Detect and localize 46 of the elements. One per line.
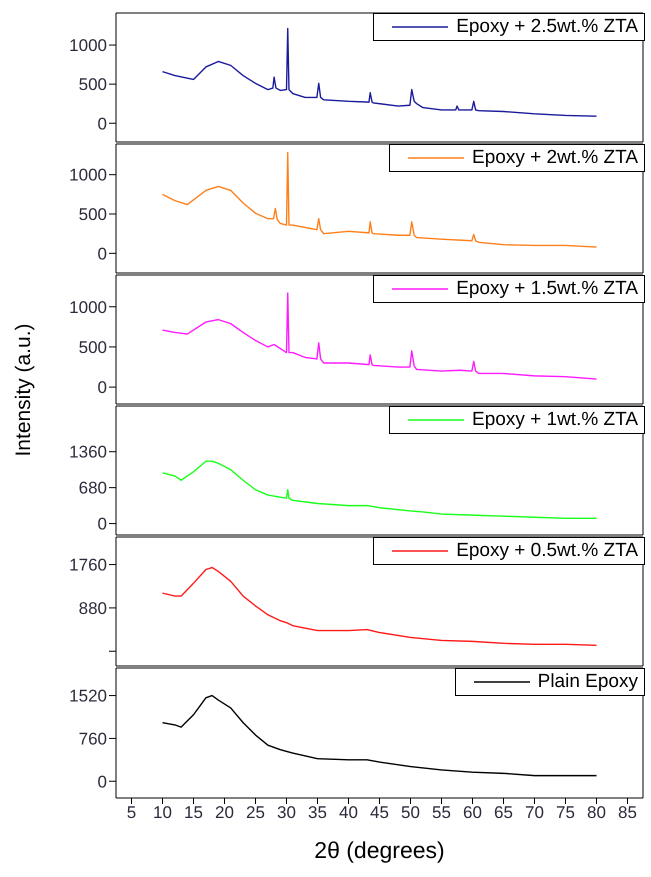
y-tick-label: 1000 — [69, 36, 107, 56]
y-tick-label: 1360 — [69, 442, 107, 462]
y-axis-title: Intensity (a.u.) — [12, 323, 36, 457]
y-tick-label: 0 — [98, 514, 107, 534]
y-tick-label: 500 — [78, 75, 107, 94]
y-tick-label: 0 — [98, 378, 107, 398]
legend-label: Epoxy + 0.5wt.% ZTA — [456, 540, 638, 562]
x-tick-label: 75 — [556, 803, 575, 822]
x-tick-label: 55 — [432, 803, 451, 822]
y-tick-label: 1760 — [69, 556, 107, 575]
y-tick-label: 880 — [78, 598, 107, 618]
x-tick-label: 80 — [587, 803, 606, 822]
line-series — [162, 566, 598, 646]
line-series — [162, 152, 598, 248]
legend-label: Plain Epoxy — [538, 671, 638, 693]
line-series — [162, 694, 598, 776]
x-tick-label: 65 — [494, 803, 513, 822]
x-tick-label: 10 — [153, 803, 172, 822]
x-tick-label: 60 — [463, 803, 482, 822]
line-series — [162, 460, 598, 519]
x-tick-label: 40 — [339, 803, 358, 822]
y-tick-label: 1000 — [69, 298, 107, 317]
legend-label: Epoxy + 2wt.% ZTA — [472, 147, 638, 169]
x-tick-label: 5 — [126, 803, 136, 822]
x-tick-label: 70 — [525, 803, 544, 822]
y-tick-label: 0 — [98, 772, 107, 792]
y-tick-label: 500 — [78, 205, 107, 224]
x-tick-label: 30 — [277, 803, 296, 822]
y-tick-label: 1000 — [69, 166, 107, 185]
y-tick-label: 760 — [78, 729, 107, 748]
x-tick-label: 45 — [370, 803, 389, 822]
y-tick-label: 0 — [98, 244, 107, 264]
legend-label: Epoxy + 1.5wt.% ZTA — [456, 278, 638, 300]
x-tick-label: 25 — [246, 803, 265, 822]
x-tick-label: 85 — [618, 803, 637, 822]
x-axis-title: 2θ (degrees) — [314, 837, 445, 863]
x-tick-label: 35 — [308, 803, 327, 822]
x-tick-label: 20 — [215, 803, 234, 822]
legend-label: Epoxy + 2.5wt.% ZTA — [456, 16, 638, 38]
y-tick-label: 500 — [78, 338, 107, 357]
x-tick-label: 15 — [184, 803, 203, 822]
y-tick-label: 0 — [98, 114, 107, 134]
y-tick-label: 680 — [78, 478, 107, 498]
y-tick-label: 1520 — [69, 686, 107, 706]
x-tick-label: 50 — [401, 803, 420, 822]
legend-label: Epoxy + 1wt.% ZTA — [472, 409, 638, 431]
